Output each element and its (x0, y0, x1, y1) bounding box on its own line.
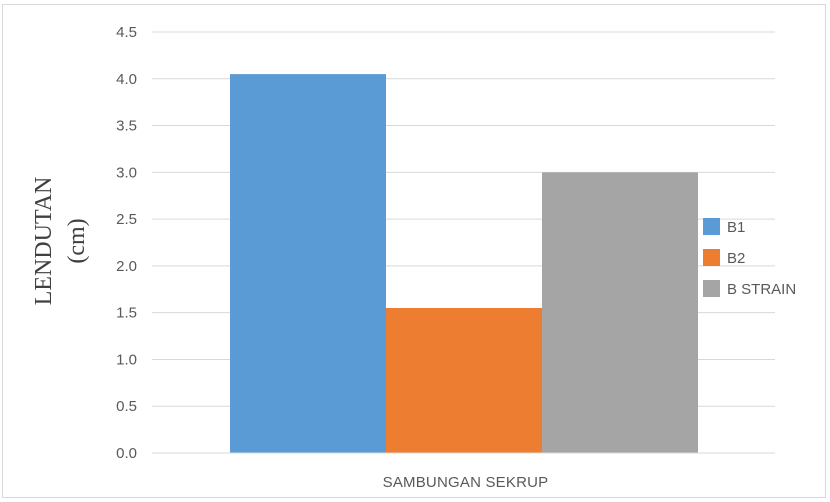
y-tick-label: 2.5 (116, 211, 137, 228)
x-category-label: SAMBUNGAN SEKRUP (383, 474, 549, 491)
bar-b2 (386, 307, 542, 453)
bars (230, 74, 698, 454)
y-tick-label: 3.0 (116, 164, 137, 181)
legend-swatch-b2 (703, 249, 720, 266)
y-tick-label: 1.5 (116, 305, 137, 322)
bar-b-strain (542, 172, 698, 454)
y-tick-label: 0.5 (116, 398, 137, 415)
y-axis-label-line2: (cm) (64, 218, 90, 263)
legend: B1 B2 B STRAIN (703, 218, 796, 298)
y-tick-label: 2.0 (116, 258, 137, 275)
bar-b1 (230, 74, 386, 453)
y-tick-label: 4.0 (116, 71, 137, 88)
legend-swatch-b1 (703, 218, 720, 235)
legend-label-b-strain: B STRAIN (727, 281, 796, 298)
legend-swatch-b-strain (703, 280, 720, 297)
y-axis-label-line1: LENDUTAN (31, 177, 57, 306)
y-tick-label: 0.0 (116, 445, 137, 462)
y-tick-label: 3.5 (116, 118, 137, 135)
legend-label-b2: B2 (727, 250, 745, 267)
y-tick-label: 4.5 (116, 24, 137, 41)
y-axis-label: LENDUTAN (cm) (31, 177, 90, 306)
legend-label-b1: B1 (727, 219, 745, 236)
y-axis-ticks: 0.0 0.5 1.0 1.5 2.0 2.5 3.0 3.5 4.0 4.5 (116, 24, 137, 462)
y-tick-label: 1.0 (116, 351, 137, 368)
